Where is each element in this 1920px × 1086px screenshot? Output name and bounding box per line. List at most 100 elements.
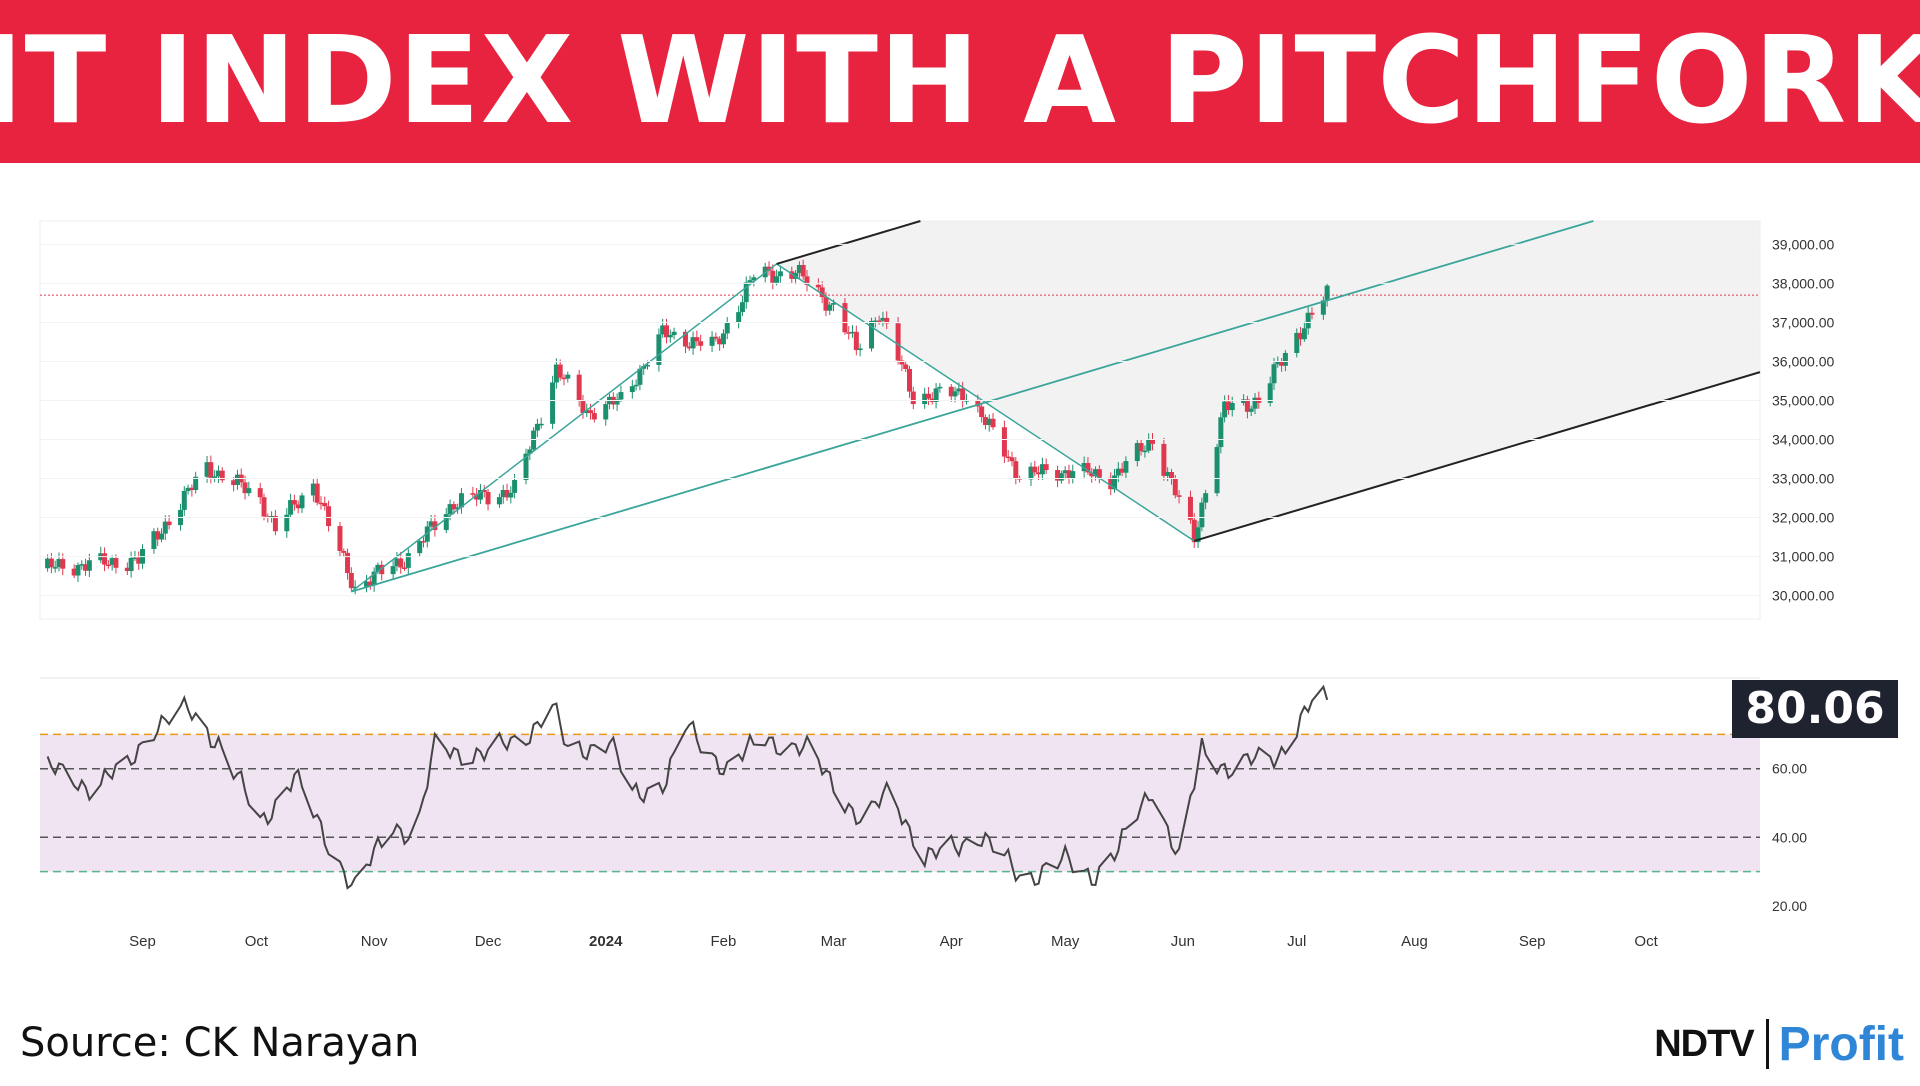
candle-body: [52, 567, 58, 569]
candle-up: [1252, 392, 1258, 415]
candle-up: [1222, 395, 1228, 423]
candle-up: [1267, 376, 1273, 407]
candle-up: [109, 555, 115, 571]
candle-body: [614, 399, 620, 405]
candle-body: [56, 559, 62, 568]
candle-up: [234, 469, 240, 490]
candle-body: [774, 276, 780, 283]
candle-up: [284, 508, 290, 538]
candle-body: [694, 337, 700, 342]
candle-up: [159, 528, 165, 543]
candle-body: [375, 564, 381, 572]
candle-down: [990, 412, 996, 430]
candle-up: [550, 375, 556, 429]
candle-down: [341, 548, 347, 557]
candle-down: [345, 548, 351, 580]
candle-up: [151, 528, 157, 554]
rsi-y-tick-label: 60.00: [1772, 761, 1807, 777]
candle-body: [1036, 472, 1042, 475]
candle-down: [83, 558, 89, 576]
candle-up: [534, 418, 540, 437]
page-title: IT INDEX WITH A PITCHFORK: [0, 12, 1920, 151]
candle-body: [113, 558, 119, 568]
candle-down: [1001, 420, 1007, 463]
candle-body: [405, 553, 411, 568]
candle-up: [496, 493, 502, 508]
candle-up: [777, 265, 783, 283]
x-tick-label: Mar: [821, 933, 847, 950]
candle-down: [804, 269, 810, 292]
candle-down: [136, 551, 142, 570]
candle-body: [1305, 312, 1311, 329]
candle-body: [717, 338, 723, 345]
candle-up: [641, 363, 647, 375]
rsi-value-box: [1732, 680, 1898, 738]
candle-down: [470, 486, 476, 498]
candle-body: [1142, 450, 1148, 453]
candle-body: [432, 521, 438, 531]
candle-down: [105, 560, 111, 569]
candle-body: [1138, 443, 1144, 452]
candle-up: [656, 328, 662, 372]
x-tick-label: 2024: [589, 933, 623, 950]
candle-up: [1203, 489, 1209, 510]
candle-up: [1062, 466, 1068, 480]
candle-down: [561, 374, 567, 386]
candle-up: [869, 317, 875, 352]
candle-body: [337, 526, 343, 551]
candle-body: [508, 492, 514, 498]
candle-body: [1225, 401, 1231, 411]
candle-body: [1241, 399, 1247, 404]
candle-body: [1222, 401, 1228, 418]
candle-body: [819, 287, 825, 298]
candle-body: [641, 366, 647, 369]
rsi-y-tick-label: 40.00: [1772, 829, 1807, 845]
candle-up: [603, 400, 609, 426]
candle-body: [1324, 285, 1330, 301]
candle-up: [79, 560, 85, 570]
candle-down: [1225, 394, 1231, 415]
candle-down: [432, 514, 438, 537]
candle-body: [299, 495, 305, 509]
candle-body: [83, 564, 89, 571]
candle-down: [906, 365, 912, 398]
price-y-tick-label: 32,000.00: [1772, 510, 1834, 526]
candle-up: [394, 551, 400, 572]
candle-body: [48, 558, 54, 568]
x-tick-label: Apr: [940, 933, 963, 950]
candle-up: [1214, 443, 1220, 497]
candle-body: [128, 557, 134, 572]
candle-body: [1108, 477, 1114, 490]
x-tick-label: Sep: [1519, 933, 1546, 950]
candle-down: [717, 336, 723, 351]
candle-body: [367, 581, 373, 586]
candle-down: [591, 407, 597, 423]
candle-body: [720, 333, 726, 345]
candle-down: [1244, 395, 1250, 419]
x-tick-label: Jun: [1171, 933, 1195, 950]
candle-body: [189, 487, 195, 490]
candle-body: [1149, 439, 1155, 444]
candle-down: [713, 332, 719, 342]
candle-body: [637, 368, 643, 385]
candle-body: [1294, 332, 1300, 353]
candle-body: [215, 470, 221, 477]
candle-up: [774, 269, 780, 286]
candle-down: [314, 477, 320, 506]
candle-up: [181, 486, 187, 516]
price-y-tick-label: 33,000.00: [1772, 471, 1834, 487]
candle-body: [990, 418, 996, 428]
candle-up: [1294, 328, 1300, 358]
candle-up: [299, 492, 305, 513]
candle-down: [1032, 460, 1038, 477]
candle-down: [1187, 490, 1193, 524]
candle-up: [45, 554, 51, 572]
candle-body: [895, 323, 901, 361]
candle-body: [212, 476, 218, 478]
candle-body: [538, 423, 544, 426]
candle-down: [113, 554, 119, 574]
candle-body: [485, 492, 491, 505]
candle-body: [455, 507, 461, 510]
logo-profit: Profit: [1778, 1017, 1904, 1071]
candle-up: [1058, 470, 1064, 484]
